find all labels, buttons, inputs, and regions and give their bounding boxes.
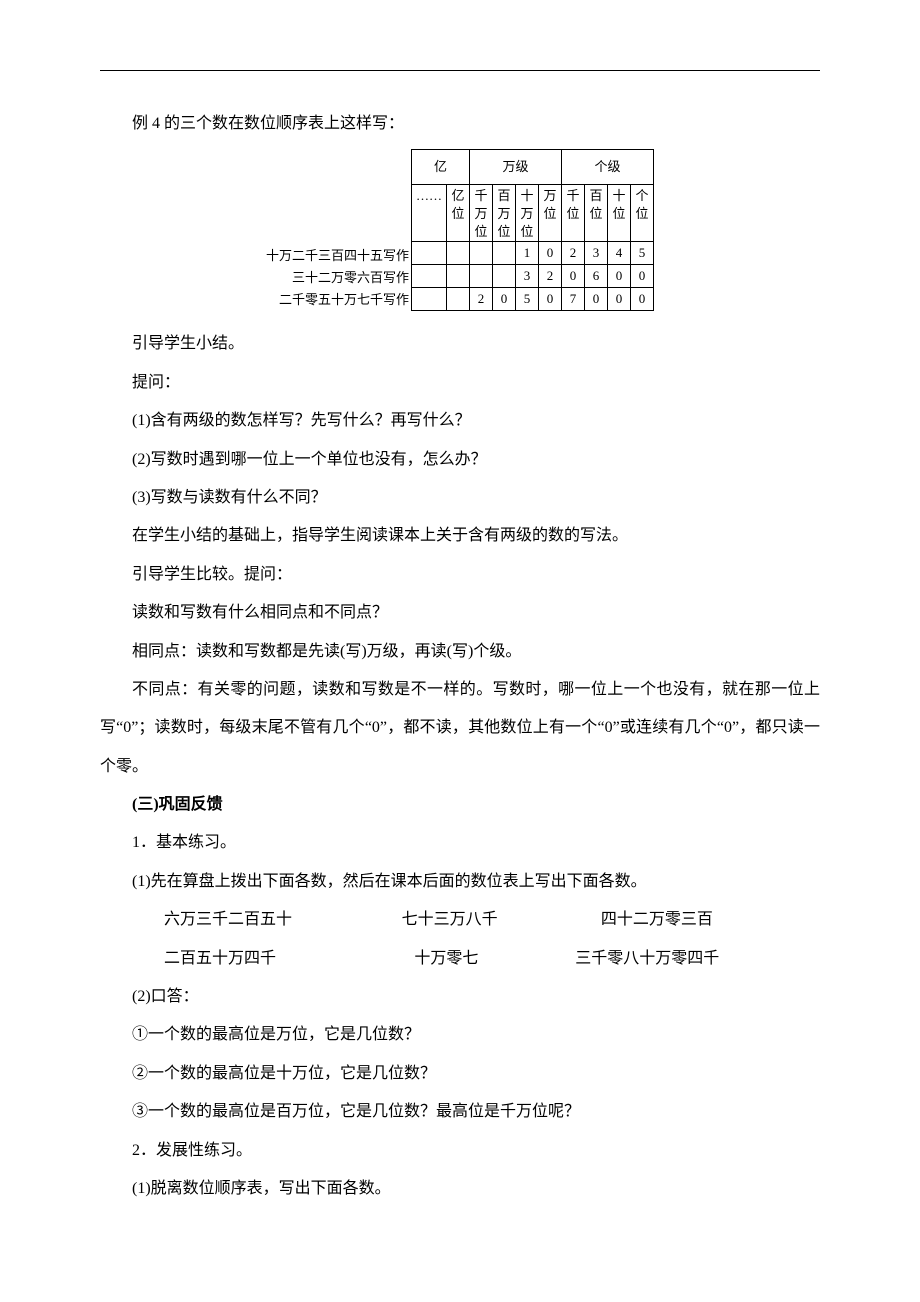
- s3-1-2: (2)口答：: [100, 978, 820, 1016]
- value-row-2: 3 2 0 6 0 0: [412, 265, 654, 288]
- cell: 0: [608, 288, 631, 311]
- place-value-table: 亿 万级 个级 …… 亿位 千万位 百万位 十万位 万位 千位 百位 十位 个位: [411, 149, 654, 311]
- cell: [447, 242, 470, 265]
- col-wan: 万位: [539, 185, 562, 242]
- col-qian: 千位: [562, 185, 585, 242]
- row-label-3: 二千零五十万七千写作: [266, 289, 409, 311]
- practice-item: 七十三万八千: [370, 901, 498, 939]
- cell: 3: [585, 242, 608, 265]
- question-1: (1)含有两级的数怎样写？先写什么？再写什么？: [100, 402, 820, 440]
- oral-2: ②一个数的最高位是十万位，它是几位数？: [100, 1055, 820, 1093]
- col-shi: 十位: [608, 185, 631, 242]
- s3-2-1: (1)脱离数位顺序表，写出下面各数。: [100, 1170, 820, 1208]
- cell: 3: [516, 265, 539, 288]
- cell: [412, 288, 447, 311]
- cell: 2: [562, 242, 585, 265]
- cell: [412, 242, 447, 265]
- para-same-diff-q: 读数和写数有什么相同点和不同点？: [100, 594, 820, 632]
- col-header-row: …… 亿位 千万位 百万位 十万位 万位 千位 百位 十位 个位: [412, 185, 654, 242]
- row-label-1: 十万二千三百四十五写作: [266, 245, 409, 267]
- table-row-labels: 十万二千三百四十五写作 三十二万零六百写作 二千零五十万七千写作: [266, 149, 411, 311]
- cell: [470, 242, 493, 265]
- cell: [447, 265, 470, 288]
- s3-1-1: (1)先在算盘上拨出下面各数，然后在课本后面的数位表上写出下面各数。: [100, 863, 820, 901]
- col-dots: ……: [412, 185, 447, 242]
- cell: 0: [608, 265, 631, 288]
- cell: 0: [631, 288, 654, 311]
- cell: 5: [631, 242, 654, 265]
- practice-item: 十万零七: [382, 940, 478, 978]
- practice-item: 二百五十万四千: [132, 940, 276, 978]
- col-bai: 百位: [585, 185, 608, 242]
- group-yi: 亿: [412, 150, 470, 185]
- cell: [493, 265, 516, 288]
- question-3: (3)写数与读数有什么不同？: [100, 479, 820, 517]
- col-baiwan: 百万位: [493, 185, 516, 242]
- cell: [470, 265, 493, 288]
- col-shiwan: 十万位: [516, 185, 539, 242]
- practice-row-2: 二百五十万四千 十万零七 三千零八十万零四千: [100, 940, 820, 978]
- cell: 0: [539, 288, 562, 311]
- cell: 0: [539, 242, 562, 265]
- cell: 1: [516, 242, 539, 265]
- cell: 4: [608, 242, 631, 265]
- place-value-table-block: 十万二千三百四十五写作 三十二万零六百写作 二千零五十万七千写作 亿 万级 个级…: [100, 149, 820, 311]
- row-label-2: 三十二万零六百写作: [266, 267, 409, 289]
- para-summary: 引导学生小结。: [100, 325, 820, 363]
- cell: [412, 265, 447, 288]
- question-2: (2)写数时遇到哪一位上一个单位也没有，怎么办？: [100, 441, 820, 479]
- top-horizontal-rule: [100, 70, 820, 71]
- cell: [447, 288, 470, 311]
- cell: 2: [470, 288, 493, 311]
- cell: 0: [631, 265, 654, 288]
- practice-item: 三千零八十万零四千: [543, 940, 719, 978]
- practice-item: 四十二万零三百: [569, 901, 713, 939]
- value-row-3: 2 0 5 0 7 0 0 0: [412, 288, 654, 311]
- para-ask: 提问：: [100, 364, 820, 402]
- para-read-text: 在学生小结的基础上，指导学生阅读课本上关于含有两级的数的写法。: [100, 517, 820, 555]
- col-yi: 亿位: [447, 185, 470, 242]
- para-diff: 不同点：有关零的问题，读数和写数是不一样的。写数时，哪一位上一个也没有，就在那一…: [100, 671, 820, 786]
- practice-row-1: 六万三千二百五十 七十三万八千 四十二万零三百: [100, 901, 820, 939]
- oral-1: ①一个数的最高位是万位，它是几位数？: [100, 1016, 820, 1054]
- cell: 0: [562, 265, 585, 288]
- cell: 0: [585, 288, 608, 311]
- s3-2: 2．发展性练习。: [100, 1132, 820, 1170]
- col-ge: 个位: [631, 185, 654, 242]
- cell: 6: [585, 265, 608, 288]
- cell: 0: [493, 288, 516, 311]
- oral-3: ③一个数的最高位是百万位，它是几位数？最高位是千万位呢？: [100, 1093, 820, 1131]
- group-header-row: 亿 万级 个级: [412, 150, 654, 185]
- para-same: 相同点：读数和写数都是先读(写)万级，再读(写)个级。: [100, 633, 820, 671]
- cell: 5: [516, 288, 539, 311]
- para-compare: 引导学生比较。提问：: [100, 556, 820, 594]
- cell: 2: [539, 265, 562, 288]
- practice-item: 六万三千二百五十: [132, 901, 292, 939]
- s3-1: 1．基本练习。: [100, 824, 820, 862]
- section-3-title: (三)巩固反馈: [100, 786, 820, 824]
- group-wan: 万级: [470, 150, 562, 185]
- cell: [493, 242, 516, 265]
- intro-line: 例 4 的三个数在数位顺序表上这样写：: [100, 105, 820, 143]
- col-qianwan: 千万位: [470, 185, 493, 242]
- cell: 7: [562, 288, 585, 311]
- group-ge: 个级: [562, 150, 654, 185]
- value-row-1: 1 0 2 3 4 5: [412, 242, 654, 265]
